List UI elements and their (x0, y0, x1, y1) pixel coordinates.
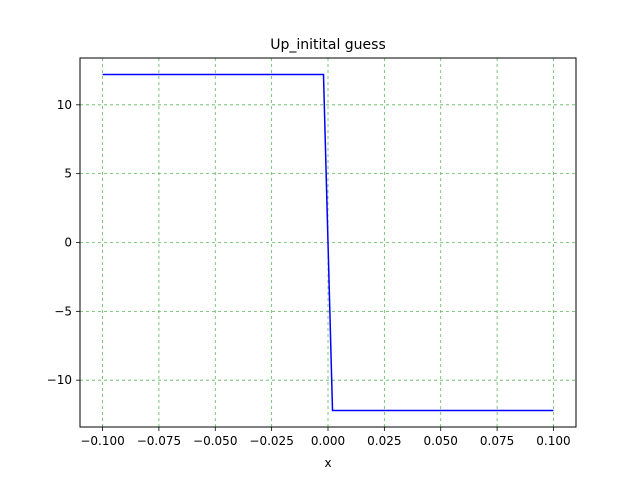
x-tick-label: 0.075 (480, 434, 514, 448)
y-axis-ticks: 10 5 0 −5 −10 (47, 98, 80, 387)
x-tick-label: 0.025 (367, 434, 401, 448)
series-line (102, 73, 554, 412)
x-axis-label: x (324, 456, 331, 470)
y-tick-label: 10 (57, 98, 72, 112)
x-tick-label: −0.025 (249, 434, 293, 448)
x-tick-label: 0.000 (311, 434, 345, 448)
x-axis-ticks: −0.100 −0.075 −0.050 −0.025 0.000 0.025 0.050 0… (80, 427, 571, 448)
x-tick-label: −0.075 (137, 434, 181, 448)
x-tick-label: 0.100 (536, 434, 570, 448)
chart-title: Up_initital guess (270, 37, 386, 53)
x-tick-label: 0.050 (424, 434, 458, 448)
series-layer (102, 73, 554, 412)
x-tick-label: −0.100 (80, 434, 124, 448)
y-tick-label: 5 (64, 167, 72, 181)
y-tick-label: −10 (47, 373, 72, 387)
grid (80, 58, 576, 427)
y-tick-label: 0 (64, 236, 72, 250)
y-tick-label: −5 (54, 304, 72, 318)
x-tick-label: −0.050 (193, 434, 237, 448)
